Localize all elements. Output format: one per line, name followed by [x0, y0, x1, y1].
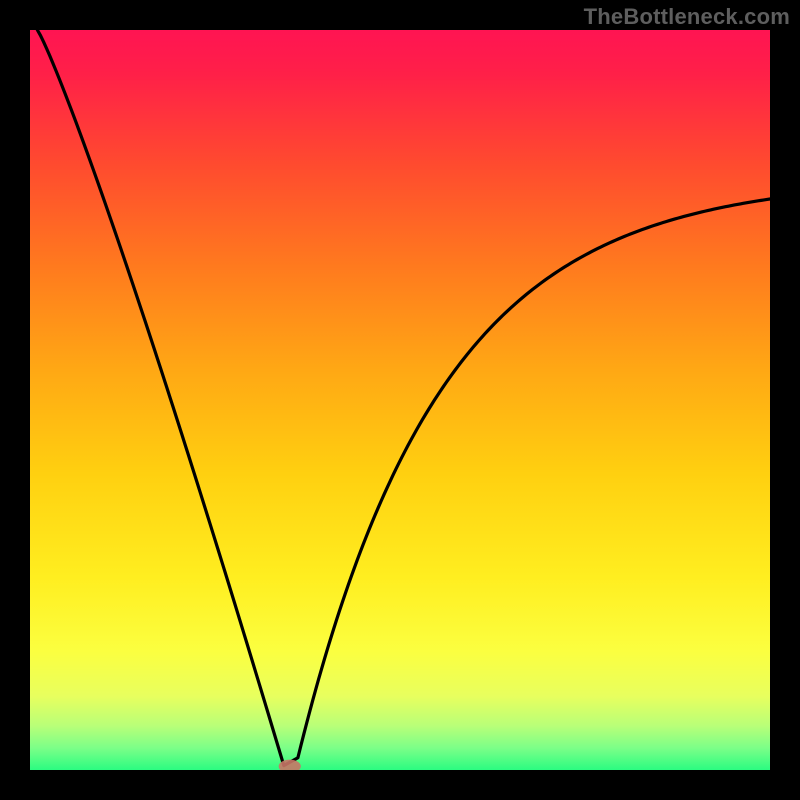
- chart-frame: TheBottleneck.com: [0, 0, 800, 800]
- gradient-background: [30, 30, 770, 770]
- plot-area: [30, 30, 770, 770]
- chart-svg: [30, 30, 770, 770]
- watermark-label: TheBottleneck.com: [584, 4, 790, 30]
